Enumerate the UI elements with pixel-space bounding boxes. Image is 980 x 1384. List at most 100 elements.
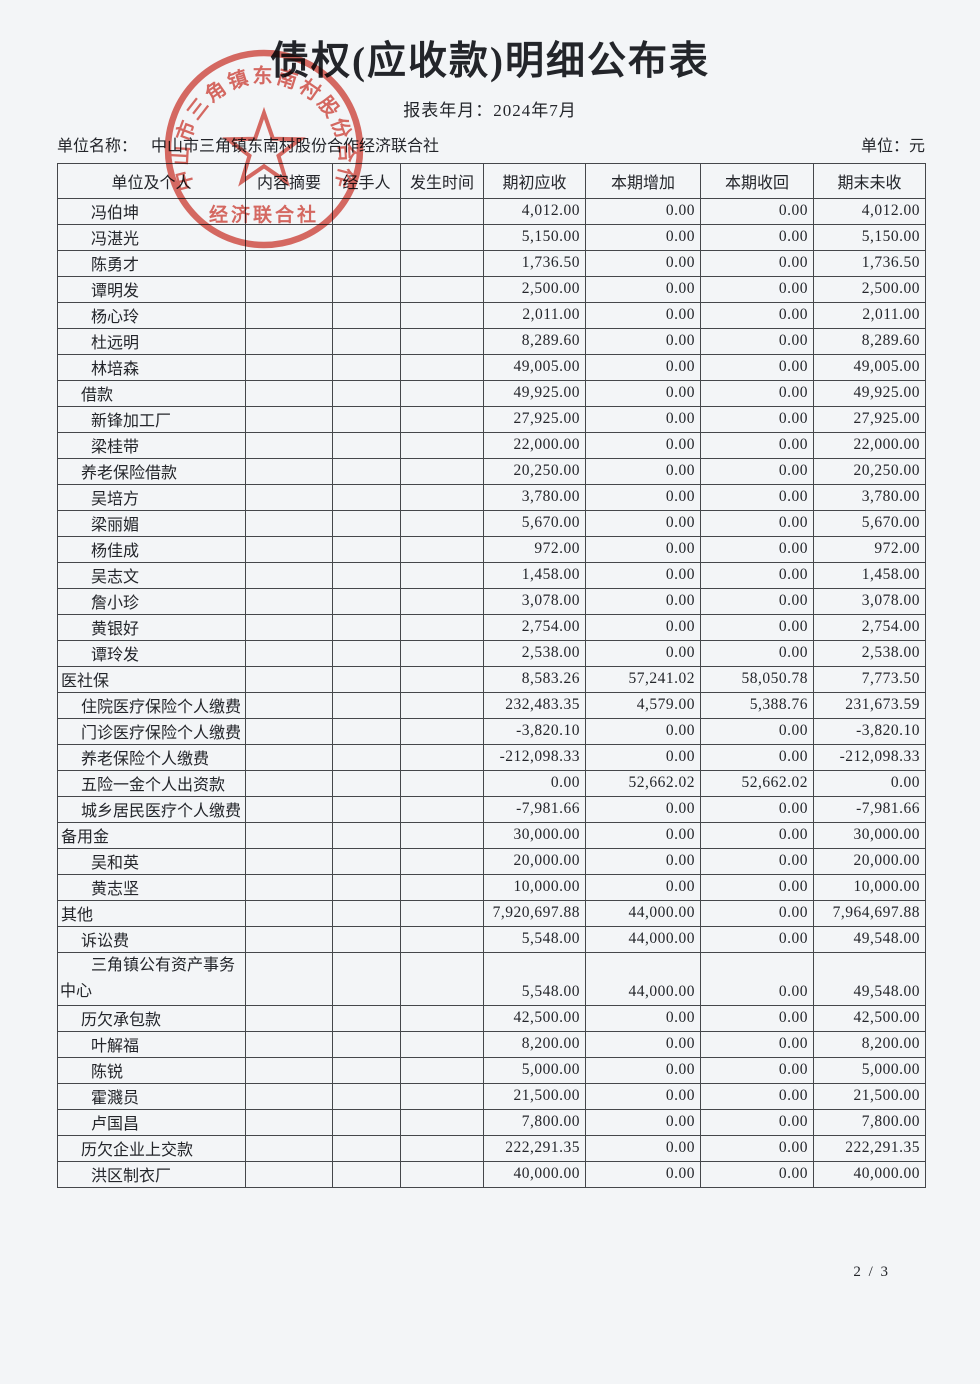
- date-cell: [400, 379, 484, 407]
- handler-cell: [332, 847, 401, 875]
- opening-balance-cell: 3,078.00: [483, 587, 586, 615]
- entity-name-cell: 冯伯坤: [57, 197, 246, 225]
- handler-cell: [332, 1004, 401, 1032]
- closing-balance-cell: 7,964,697.88: [813, 899, 926, 927]
- table-row: 黄志坚 10,000.00 0.00 0.00 10,000.00: [57, 873, 926, 901]
- entity-name-cell: 城乡居民医疗个人缴费: [57, 795, 246, 823]
- table-row: 梁桂带 22,000.00 0.00 0.00 22,000.00: [57, 431, 926, 459]
- handler-cell: [332, 821, 401, 849]
- date-cell: [400, 1030, 484, 1058]
- date-cell: [400, 587, 484, 615]
- entity-name-cell: 备用金: [57, 821, 246, 849]
- opening-balance-cell: 972.00: [483, 535, 586, 563]
- table-row: 叶解福 8,200.00 0.00 0.00 8,200.00: [57, 1030, 926, 1058]
- column-header-handler: 经手人: [332, 162, 401, 199]
- closing-balance-cell: 20,250.00: [813, 457, 926, 485]
- table-row: 五险一金个人出资款 0.00 52,662.02 52,662.02 0.00: [57, 769, 926, 797]
- opening-balance-cell: 5,150.00: [483, 223, 586, 251]
- recovered-cell: 0.00: [700, 1160, 814, 1188]
- increase-cell: 0.00: [585, 1056, 701, 1084]
- date-cell: [400, 457, 484, 485]
- recovered-cell: 0.00: [700, 847, 814, 875]
- handler-cell: [332, 561, 401, 589]
- closing-balance-cell: 222,291.35: [813, 1134, 926, 1162]
- table-row: 城乡居民医疗个人缴费 -7,981.66 0.00 0.00 -7,981.66: [57, 795, 926, 823]
- date-cell: [400, 197, 484, 225]
- summary-cell: [245, 275, 333, 303]
- handler-cell: [332, 1134, 401, 1162]
- date-cell: [400, 1160, 484, 1188]
- entity-name-cell: 门诊医疗保险个人缴费: [57, 717, 246, 745]
- increase-cell: 0.00: [585, 639, 701, 667]
- summary-cell: [245, 665, 333, 693]
- entity-name-cell: 叶解福: [57, 1030, 246, 1058]
- recovered-cell: 0.00: [700, 743, 814, 771]
- recovered-cell: 0.00: [700, 561, 814, 589]
- closing-balance-cell: 231,673.59: [813, 691, 926, 719]
- entity-name-cell: 卢国昌: [57, 1108, 246, 1136]
- recovered-cell: 0.00: [700, 951, 814, 1006]
- table-row: 梁丽媚 5,670.00 0.00 0.00 5,670.00: [57, 509, 926, 537]
- recovered-cell: 0.00: [700, 1082, 814, 1110]
- handler-cell: [332, 301, 401, 329]
- entity-name-cell: 詹小珍: [57, 587, 246, 615]
- closing-balance-cell: 49,925.00: [813, 379, 926, 407]
- handler-cell: [332, 457, 401, 485]
- entity-name-cell: 五险一金个人出资款: [57, 769, 246, 797]
- increase-cell: 0.00: [585, 847, 701, 875]
- table-row: 谭玲发 2,538.00 0.00 0.00 2,538.00: [57, 639, 926, 667]
- summary-cell: [245, 535, 333, 563]
- increase-cell: 0.00: [585, 873, 701, 901]
- date-cell: [400, 353, 484, 381]
- recovered-cell: 0.00: [700, 327, 814, 355]
- handler-cell: [332, 899, 401, 927]
- date-cell: [400, 483, 484, 511]
- increase-cell: 44,000.00: [585, 899, 701, 927]
- summary-cell: [245, 743, 333, 771]
- closing-balance-cell: 1,458.00: [813, 561, 926, 589]
- date-cell: [400, 613, 484, 641]
- summary-cell: [245, 483, 333, 511]
- table-row: 冯伯坤 4,012.00 0.00 0.00 4,012.00: [57, 197, 926, 225]
- receivables-table: 单位及个人 内容摘要 经手人 发生时间 期初应收 本期增加 本期收回 期末未收 …: [57, 162, 926, 1188]
- date-cell: [400, 639, 484, 667]
- table-row: 历欠承包款 42,500.00 0.00 0.00 42,500.00: [57, 1004, 926, 1032]
- recovered-cell: 0.00: [700, 301, 814, 329]
- increase-cell: 0.00: [585, 379, 701, 407]
- unit-name-label: 单位名称：: [57, 137, 138, 155]
- increase-cell: 0.00: [585, 483, 701, 511]
- summary-cell: [245, 249, 333, 277]
- page-number: 2 / 3: [853, 1264, 890, 1280]
- unit-name-value: 中山市三角镇东南村股份合作经济联合社: [151, 137, 440, 155]
- recovered-cell: 0.00: [700, 821, 814, 849]
- closing-balance-cell: 49,548.00: [813, 951, 926, 1006]
- handler-cell: [332, 613, 401, 641]
- closing-balance-cell: 0.00: [813, 769, 926, 797]
- summary-cell: [245, 1134, 333, 1162]
- entity-name-cell: 黄银好: [57, 613, 246, 641]
- table-row: 诉讼费 5,548.00 44,000.00 0.00 49,548.00: [57, 925, 926, 953]
- summary-cell: [245, 1160, 333, 1188]
- opening-balance-cell: 1,458.00: [483, 561, 586, 589]
- increase-cell: 0.00: [585, 275, 701, 303]
- date-cell: [400, 431, 484, 459]
- table-row: 借款 49,925.00 0.00 0.00 49,925.00: [57, 379, 926, 407]
- closing-balance-cell: 40,000.00: [813, 1160, 926, 1188]
- entity-name-cell: 梁桂带: [57, 431, 246, 459]
- handler-cell: [332, 275, 401, 303]
- increase-cell: 57,241.02: [585, 665, 701, 693]
- closing-balance-cell: 4,012.00: [813, 197, 926, 225]
- entity-name-cell: 谭明发: [57, 275, 246, 303]
- date-cell: [400, 509, 484, 537]
- closing-balance-cell: 2,538.00: [813, 639, 926, 667]
- table-row: 洪区制衣厂 40,000.00 0.00 0.00 40,000.00: [57, 1160, 926, 1188]
- table-row: 陈锐 5,000.00 0.00 0.00 5,000.00: [57, 1056, 926, 1084]
- summary-cell: [245, 613, 333, 641]
- entity-name-cell: 吴培方: [57, 483, 246, 511]
- increase-cell: 0.00: [585, 431, 701, 459]
- opening-balance-cell: 49,005.00: [483, 353, 586, 381]
- handler-cell: [332, 925, 401, 953]
- summary-cell: [245, 847, 333, 875]
- recovered-cell: 0.00: [700, 379, 814, 407]
